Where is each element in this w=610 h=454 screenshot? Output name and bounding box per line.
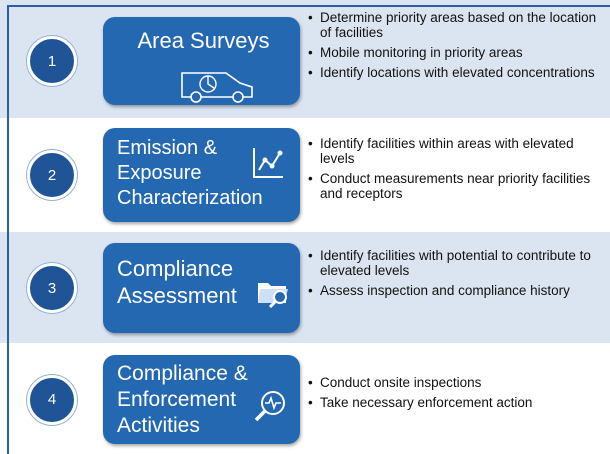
bullet: Assess inspection and compliance history: [308, 283, 604, 298]
step-row: 1 Area Surveys Determine priority areas ba…: [0, 0, 610, 118]
frame: [7, 5, 610, 454]
title-line: Exposure: [117, 162, 202, 184]
title-line: Activities: [117, 414, 200, 437]
step-icon: [251, 146, 285, 185]
step-box: Compliance Assessment: [103, 243, 300, 333]
step-number: 1: [27, 36, 77, 86]
step-title: Compliance & Enforcement Activities: [117, 361, 290, 439]
step-icon: [256, 277, 292, 314]
step-title: Emission & Exposure Characterization: [117, 136, 290, 211]
step-box: Emission & Exposure Characterization: [103, 128, 300, 222]
step-icon: [178, 67, 256, 108]
bullet: Take necessary enforcement action: [308, 395, 604, 410]
step-box: Compliance & Enforcement Activities: [103, 355, 300, 444]
title-line: Area Surveys: [137, 28, 270, 53]
step-icon: [253, 389, 289, 430]
bullet: Conduct measurements near priority facil…: [308, 171, 604, 201]
title-line: Compliance: [117, 256, 234, 281]
title-line: Enforcement: [117, 388, 237, 411]
step-row: 2 Emission & Exposure Characterization Ident…: [0, 118, 610, 232]
title-line: Characterization: [117, 187, 263, 209]
title-line: Assessment: [117, 283, 237, 308]
step-row: 4 Compliance & Enforcement Activities Conduc…: [0, 343, 610, 454]
bullet-list: Determine priority areas based on the lo…: [308, 10, 604, 85]
bullet-list: Conduct onsite inspections Take necessary…: [308, 375, 604, 415]
step-number: 4: [27, 374, 77, 425]
step-number: 3: [27, 263, 77, 313]
step-box: Area Surveys: [103, 17, 300, 105]
bullet: Identify locations with elevated concent…: [308, 65, 604, 80]
bullet-list: Identify facilities with potential to co…: [308, 248, 604, 303]
title-line: Compliance &: [117, 362, 248, 385]
step-title: Compliance Assessment: [117, 255, 290, 309]
bullet: Conduct onsite inspections: [308, 375, 604, 390]
bullet: Mobile monitoring in priority areas: [308, 45, 604, 60]
bullet: Determine priority areas based on the lo…: [308, 10, 604, 40]
bullet-list: Identify facilities within areas with el…: [308, 136, 604, 206]
title-line: Emission &: [117, 137, 218, 159]
step-number: 2: [27, 150, 77, 200]
bullet: Identify facilities with potential to co…: [308, 248, 604, 278]
step-title: Area Surveys: [117, 27, 290, 54]
bullet: Identify facilities within areas with el…: [308, 136, 604, 166]
